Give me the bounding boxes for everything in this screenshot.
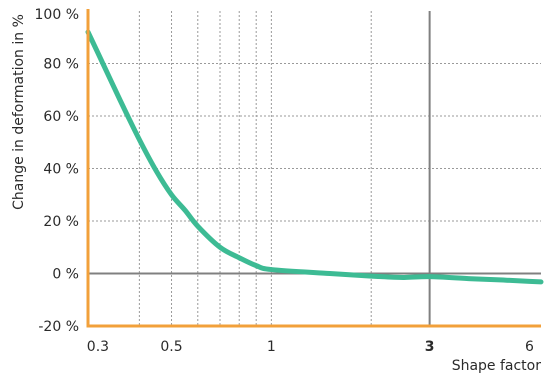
y-tick-label: 80 % bbox=[43, 57, 79, 73]
series-line bbox=[85, 29, 544, 285]
y-tick-label: 20 % bbox=[43, 214, 79, 230]
y-tick-label: 0 % bbox=[52, 267, 79, 283]
x-tick-label: 6 bbox=[525, 339, 534, 355]
plot-frame bbox=[86, 9, 541, 328]
y-tick-label: -20 % bbox=[38, 319, 79, 335]
y-axis-title: Change in deformation in % bbox=[11, 14, 27, 210]
y-tick-label: 40 % bbox=[43, 162, 79, 178]
x-axis-title: Shape factor bbox=[452, 358, 542, 374]
x-tick-label: 0.3 bbox=[87, 339, 109, 355]
x-tick-label: 3 bbox=[425, 339, 435, 355]
x-tick-label: 1 bbox=[267, 339, 276, 355]
y-tick-label: 60 % bbox=[43, 109, 79, 125]
series-layer bbox=[85, 29, 544, 285]
tick-labels: -20 % 0 % 20 % 40 % 60 % 80 % 100 % 0.3 0.5 1 3 6 bbox=[35, 7, 534, 355]
grid bbox=[88, 11, 541, 326]
x-tick-label: 0.5 bbox=[160, 339, 182, 355]
y-tick-label: 100 % bbox=[35, 7, 79, 23]
